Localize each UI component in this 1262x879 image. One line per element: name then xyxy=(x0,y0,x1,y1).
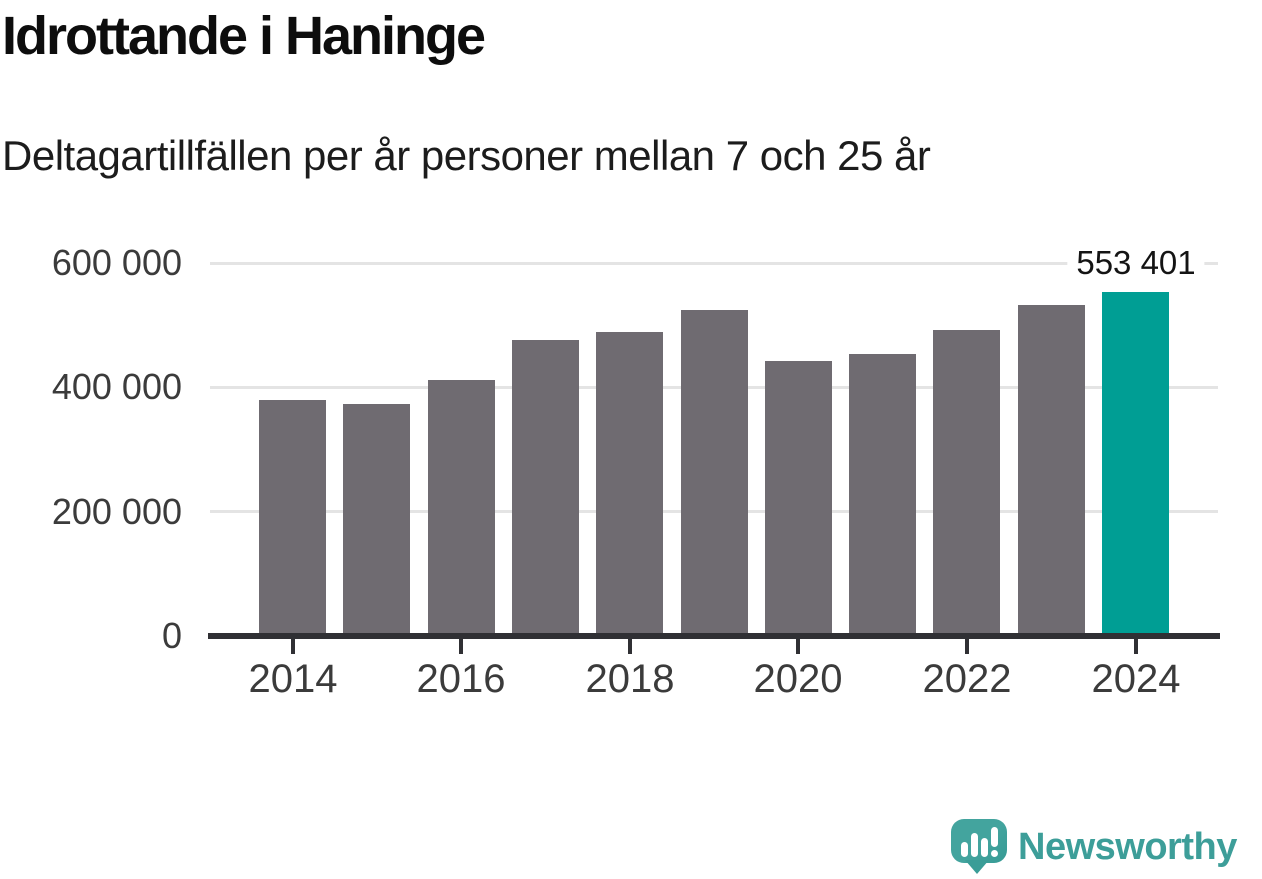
x-tick-2016 xyxy=(459,639,463,654)
chart-subtitle: Deltagartillfällen per år personer mella… xyxy=(2,132,931,179)
bar-2022 xyxy=(933,330,1000,636)
x-tick-2024 xyxy=(1134,639,1138,654)
logo-bar-tall xyxy=(971,833,978,857)
x-tick-label: 2018 xyxy=(585,657,675,701)
gridline-600000 xyxy=(210,261,1218,265)
x-axis-line xyxy=(208,633,1220,639)
x-tick-label: 2014 xyxy=(248,657,338,701)
bar-2021 xyxy=(849,354,916,636)
x-tick-2014 xyxy=(291,639,295,654)
brand-name: Newsworthy xyxy=(1018,826,1237,868)
y-tick-label: 200 000 xyxy=(51,490,182,532)
logo-exclamation-stem xyxy=(991,827,998,847)
x-tick-label: 2022 xyxy=(922,657,1012,701)
y-tick-label: 0 xyxy=(161,615,182,656)
bar-2020 xyxy=(765,361,832,636)
bar-2024 xyxy=(1102,292,1169,636)
bar-2018 xyxy=(596,332,663,636)
bar-2014 xyxy=(259,400,326,636)
x-tick-label: 2016 xyxy=(416,657,506,701)
speech-bubble-tail xyxy=(965,860,989,874)
bar-2019 xyxy=(681,310,748,636)
value-annotation: 553 401 xyxy=(1067,243,1205,283)
y-tick-label: 600 000 xyxy=(51,242,182,283)
bar-2015 xyxy=(343,404,410,636)
x-tick-2020 xyxy=(796,639,800,654)
bar-2017 xyxy=(512,340,579,636)
logo-bar-medium xyxy=(981,838,988,857)
plot-area: 553 401 xyxy=(210,243,1218,636)
x-tick-2018 xyxy=(628,639,632,654)
speech-bubble-bar-chart-icon xyxy=(951,819,1007,863)
x-tick-label: 2020 xyxy=(753,657,843,701)
bar-2016 xyxy=(428,380,495,636)
x-tick-label: 2024 xyxy=(1091,657,1181,701)
bar-2023 xyxy=(1018,305,1085,636)
newsworthy-logo: Newsworthy xyxy=(947,815,1259,879)
logo-bar-short xyxy=(961,842,968,857)
logo-exclamation-dot xyxy=(991,850,998,857)
y-tick-label: 400 000 xyxy=(51,366,182,408)
chart-title: Idrottande i Haninge xyxy=(2,6,486,66)
x-tick-2022 xyxy=(965,639,969,654)
